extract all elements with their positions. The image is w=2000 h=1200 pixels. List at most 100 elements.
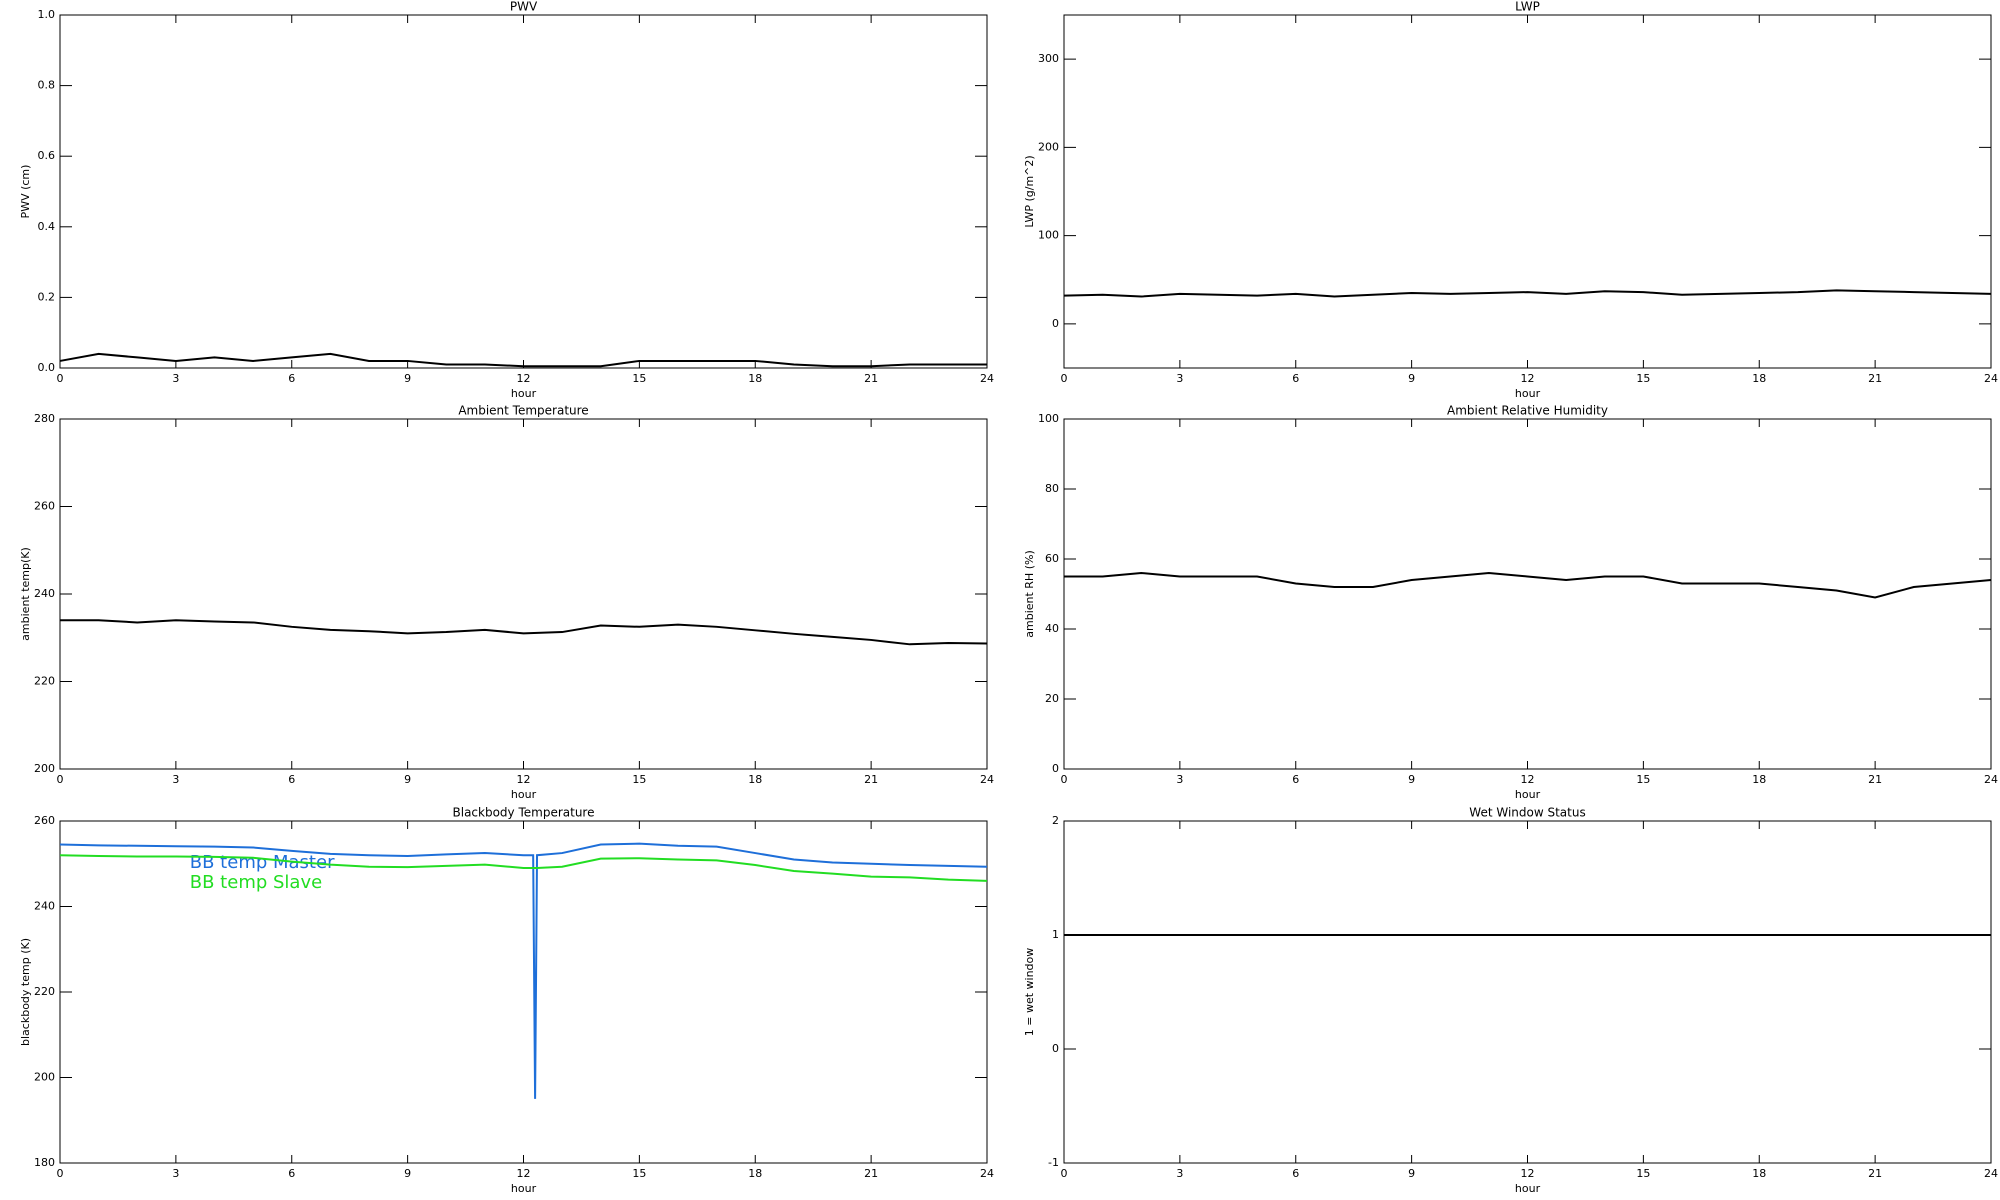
x-tick-label: 3	[172, 1167, 179, 1180]
x-tick-label: 12	[517, 1167, 531, 1180]
data-line	[60, 619, 988, 646]
x-tick-label: 21	[864, 1167, 878, 1180]
plot-frame	[1063, 14, 1992, 369]
y-tick-label: 2	[1052, 814, 1059, 827]
x-tick-label: 12	[1521, 1167, 1535, 1180]
x-tick-label: 12	[517, 372, 531, 385]
x-tick-label: 18	[1752, 1167, 1766, 1180]
y-tick-label: 240	[34, 587, 55, 600]
data-line	[1064, 571, 1992, 599]
y-tick-label: 100	[1038, 412, 1059, 425]
x-tick-label: 18	[1752, 773, 1766, 786]
data-line	[1063, 289, 1992, 298]
x-tick-label: 21	[864, 773, 878, 786]
chart-title: PWV	[510, 0, 538, 14]
x-tick-label: 18	[748, 773, 762, 786]
x-axis-label: hour	[1515, 1182, 1541, 1195]
y-tick-label: 20	[1045, 692, 1059, 705]
x-tick-label: 12	[517, 773, 531, 786]
y-axis-label: ambient RH (%)	[1023, 550, 1036, 638]
y-axis-label: PWV (cm)	[19, 165, 32, 219]
data-line	[59, 352, 987, 368]
x-tick-label: 0	[1061, 372, 1068, 385]
x-axis-label: hour	[511, 387, 537, 400]
y-tick-label: 40	[1045, 622, 1059, 635]
y-tick-label: 200	[34, 762, 55, 775]
x-tick-label: 15	[632, 372, 646, 385]
y-tick-label: 180	[34, 1156, 55, 1169]
y-tick-label: 80	[1045, 482, 1059, 495]
x-tick-label: 3	[172, 372, 179, 385]
x-tick-label: 24	[980, 773, 994, 786]
x-tick-label: 3	[1176, 1167, 1183, 1180]
x-tick-label: 0	[1061, 1167, 1068, 1180]
x-tick-label: 12	[1521, 773, 1535, 786]
x-tick-label: 21	[864, 372, 878, 385]
y-tick-label: 0.8	[38, 79, 56, 92]
x-tick-label: 9	[1408, 1167, 1415, 1180]
x-axis-label: hour	[1515, 788, 1541, 801]
chart-title: Blackbody Temperature	[453, 806, 595, 820]
x-tick-label: 6	[1292, 372, 1299, 385]
x-tick-label: 24	[1984, 1167, 1998, 1180]
y-tick-label: 0	[1052, 1042, 1059, 1055]
chart-title: LWP	[1515, 0, 1540, 14]
x-tick-label: 15	[632, 1167, 646, 1180]
chart-title: Ambient Relative Humidity	[1447, 404, 1608, 418]
x-tick-label: 9	[404, 773, 411, 786]
y-tick-label: 220	[34, 985, 55, 998]
y-tick-label: 200	[1038, 140, 1059, 153]
x-tick-label: 6	[1292, 773, 1299, 786]
y-tick-label: 260	[34, 500, 55, 513]
y-tick-label: 0.0	[38, 361, 56, 374]
x-tick-label: 6	[288, 773, 295, 786]
x-tick-label: 15	[1636, 372, 1650, 385]
y-tick-label: 300	[1038, 52, 1059, 65]
y-axis-label: blackbody temp (K)	[19, 938, 32, 1046]
y-axis-label: 1 = wet window	[1023, 948, 1036, 1037]
y-tick-label: 1.0	[38, 8, 56, 21]
x-tick-label: 15	[1636, 1167, 1650, 1180]
y-tick-label: 200	[34, 1071, 55, 1084]
x-axis-label: hour	[1515, 387, 1541, 400]
y-tick-label: 1	[1052, 928, 1059, 941]
plot-frame	[59, 418, 988, 770]
plot-frame	[59, 14, 988, 369]
data-line	[59, 842, 988, 1099]
y-tick-label: 60	[1045, 552, 1059, 565]
x-tick-label: 9	[1408, 372, 1415, 385]
x-tick-label: 12	[1521, 372, 1535, 385]
x-tick-label: 21	[1868, 372, 1882, 385]
legend-entry: BB temp Slave	[190, 872, 322, 893]
y-tick-label: 280	[34, 412, 55, 425]
x-tick-label: 24	[1984, 773, 1998, 786]
y-tick-label: -1	[1048, 1156, 1059, 1169]
x-tick-label: 9	[1408, 773, 1415, 786]
x-tick-label: 6	[288, 372, 295, 385]
y-axis-label: LWP (g/m^2)	[1023, 155, 1036, 227]
x-tick-label: 9	[404, 372, 411, 385]
x-tick-label: 3	[1176, 372, 1183, 385]
x-tick-label: 6	[1292, 1167, 1299, 1180]
x-tick-label: 21	[1868, 1167, 1882, 1180]
y-tick-label: 240	[34, 900, 55, 913]
x-tick-label: 18	[748, 372, 762, 385]
data-line	[59, 854, 988, 882]
x-tick-label: 9	[404, 1167, 411, 1180]
x-tick-label: 0	[57, 773, 64, 786]
x-tick-label: 18	[748, 1167, 762, 1180]
x-axis-label: hour	[511, 1182, 537, 1195]
x-tick-label: 21	[1868, 773, 1882, 786]
x-axis-label: hour	[511, 788, 537, 801]
y-tick-label: 0	[1052, 762, 1059, 775]
y-tick-label: 220	[34, 675, 55, 688]
x-tick-label: 24	[980, 372, 994, 385]
x-tick-label: 6	[288, 1167, 295, 1180]
x-tick-label: 15	[632, 773, 646, 786]
x-tick-label: 0	[1061, 773, 1068, 786]
y-tick-label: 100	[1038, 229, 1059, 242]
y-tick-label: 0.2	[38, 290, 56, 303]
chart-title: Wet Window Status	[1469, 806, 1585, 820]
